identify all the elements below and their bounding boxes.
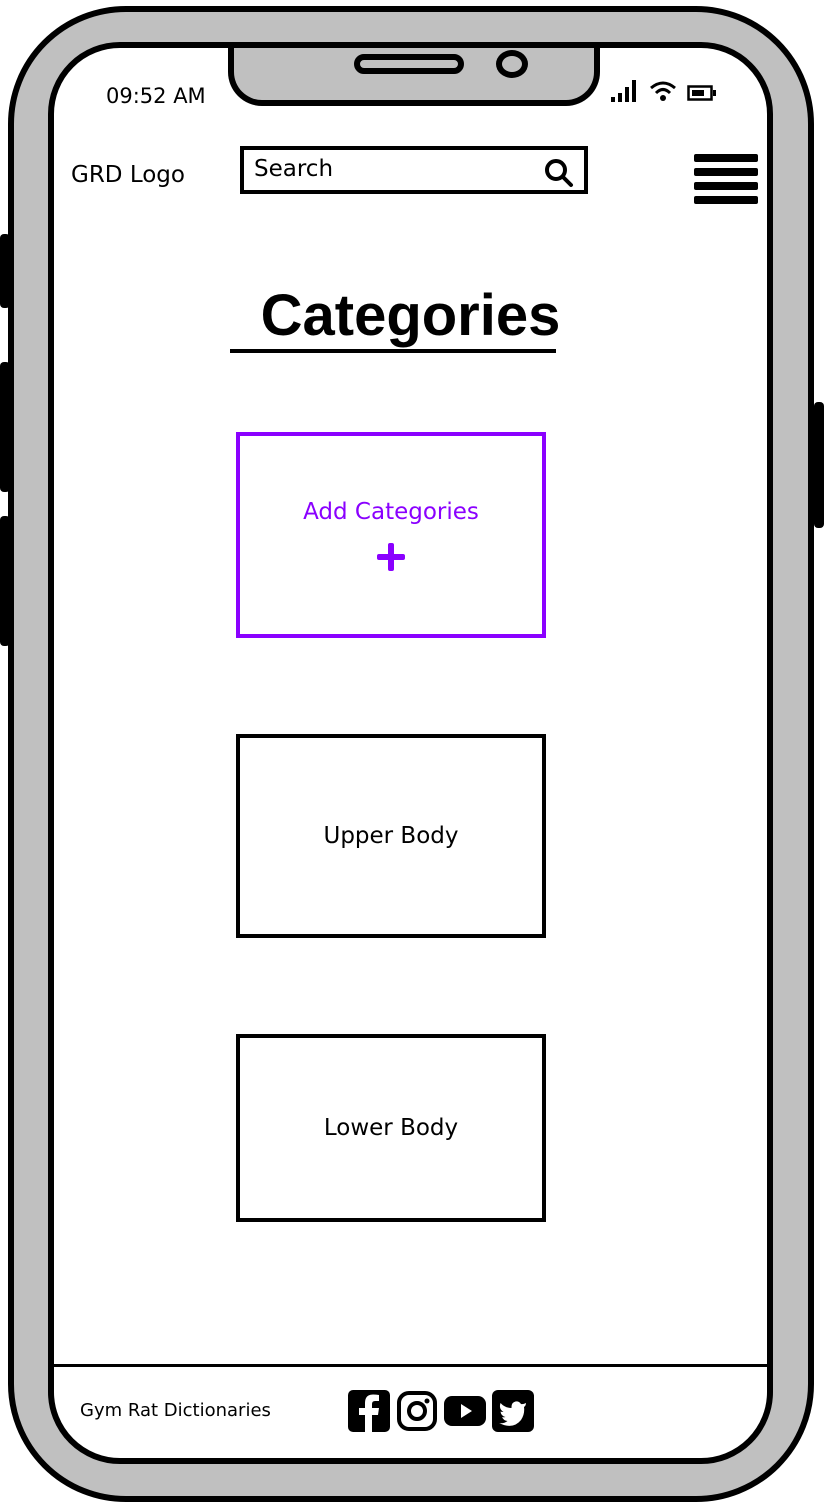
power-button <box>814 402 824 528</box>
twitter-icon[interactable] <box>492 1390 534 1432</box>
search-bar[interactable]: Search <box>240 146 588 194</box>
status-icons <box>611 78 717 102</box>
footer-divider <box>54 1364 767 1367</box>
mute-switch <box>0 234 10 308</box>
volume-down-button <box>0 516 10 646</box>
phone-screen: 09:52 AM GRD Logo Search Categories <box>48 42 773 1464</box>
status-time: 09:52 AM <box>106 84 206 108</box>
battery-icon <box>687 85 716 101</box>
page-title: Categories <box>260 283 561 348</box>
instagram-icon[interactable] <box>396 1390 438 1432</box>
search-icon[interactable] <box>544 158 574 188</box>
category-label: Lower Body <box>323 1115 459 1141</box>
social-links <box>348 1390 534 1432</box>
category-label: Upper Body <box>323 823 459 849</box>
speaker <box>354 54 464 74</box>
youtube-icon[interactable] <box>444 1390 486 1432</box>
category-card-upper-body[interactable]: Upper Body <box>236 734 546 938</box>
volume-up-button <box>0 362 10 492</box>
signal-icon <box>611 80 636 102</box>
add-category-label: Add Categories <box>303 499 479 525</box>
add-category-card[interactable]: Add Categories <box>236 432 546 638</box>
hamburger-menu-icon[interactable] <box>694 154 758 206</box>
front-camera <box>496 50 528 78</box>
search-input[interactable]: Search <box>254 156 334 182</box>
plus-icon <box>377 543 405 571</box>
site-logo[interactable]: GRD Logo <box>71 162 185 188</box>
category-card-lower-body[interactable]: Lower Body <box>236 1034 546 1222</box>
footer-site-name: Gym Rat Dictionaries <box>80 1400 271 1421</box>
title-underline <box>230 349 556 353</box>
notch <box>228 48 600 106</box>
facebook-icon[interactable] <box>348 1390 390 1432</box>
wifi-icon <box>650 81 676 101</box>
